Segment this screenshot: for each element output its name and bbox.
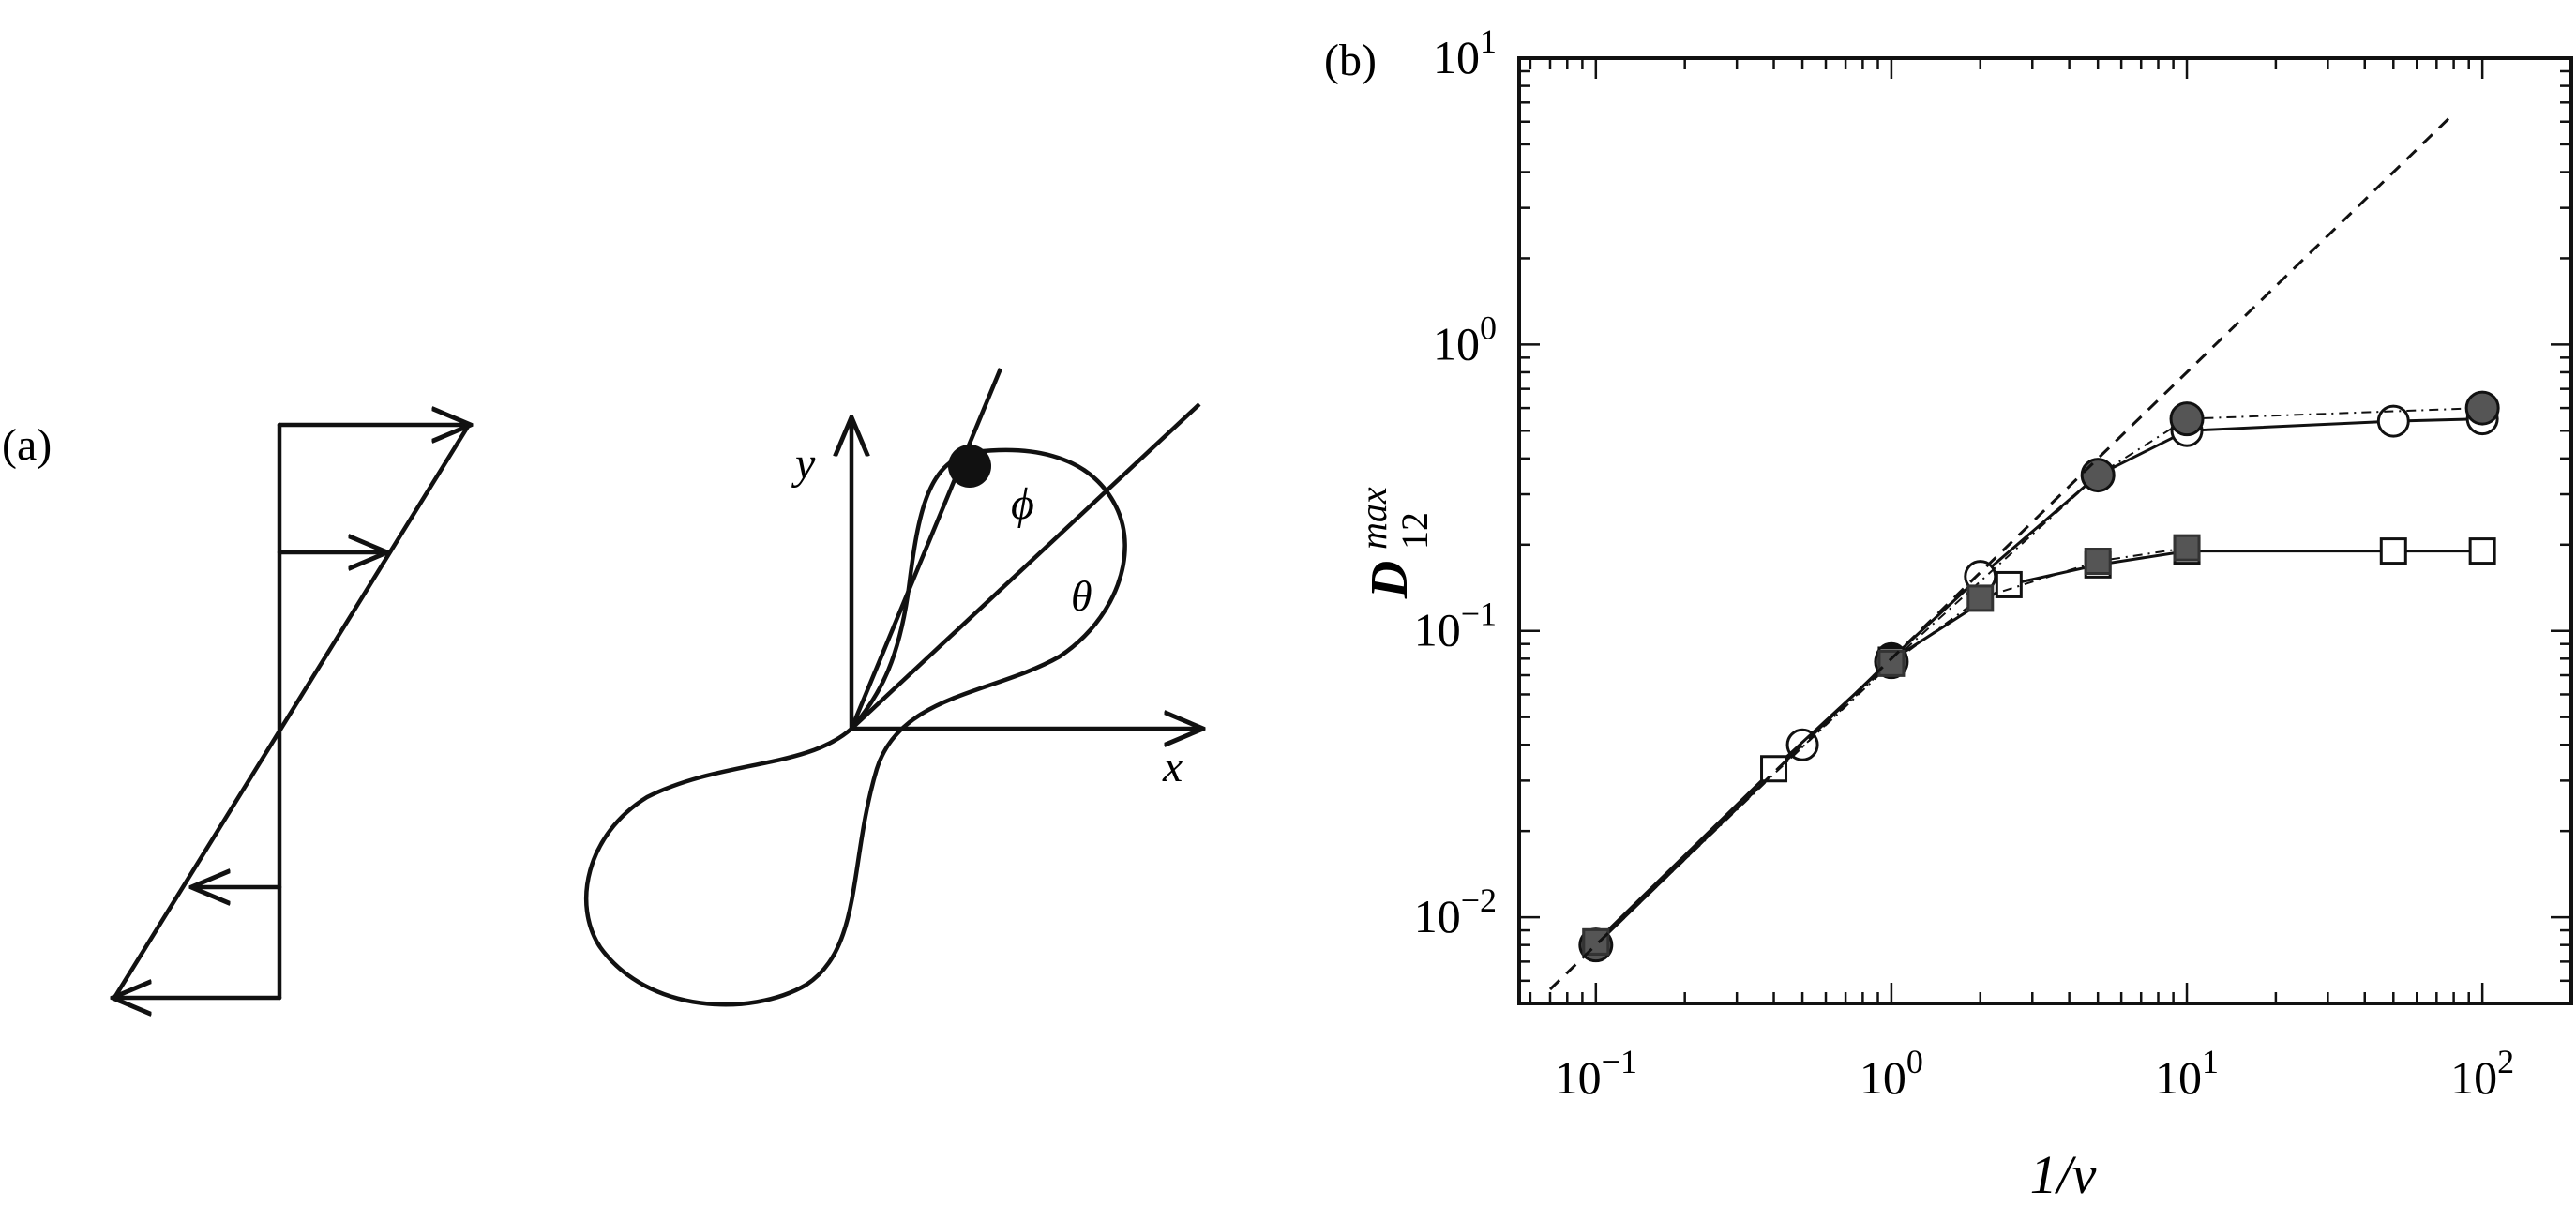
coordinate-axes [851, 419, 1201, 729]
y-axis-label-main: D [1361, 561, 1419, 599]
angle-phi-label: ϕ [1011, 479, 1034, 529]
x-axis-label: 1/ν [2030, 1144, 2097, 1205]
x-tick-base: 10 [1860, 1051, 1906, 1104]
shear-profile [114, 425, 469, 998]
series-line-4 [1548, 113, 2455, 991]
y-axis-label-sup: max [1352, 487, 1394, 550]
y-tick-exponent: −2 [1461, 882, 1497, 919]
x-tick-label: 10−1 [1555, 1043, 1637, 1104]
y-tick-exponent: 1 [1480, 23, 1497, 60]
theta-ray [850, 402, 1201, 731]
y-tick-base: 10 [1414, 604, 1461, 656]
panel-b-label: (b) [1324, 36, 1377, 85]
data-point-square [1877, 649, 1906, 677]
series-line-2 [1594, 550, 2483, 943]
data-point-circle [2169, 401, 2205, 437]
x-tick-base: 10 [2155, 1051, 2202, 1104]
y-tick-label: 100 [1433, 309, 1497, 369]
panel-b: (b) D max 12 1/ν 10−1 100 101 10210−210−110… [1324, 23, 2573, 1205]
y-axis-label: D max 12 [1352, 487, 1436, 599]
y-tick-base: 10 [1433, 317, 1480, 369]
profile-diagonal [112, 422, 472, 1001]
data-point-square [2379, 537, 2407, 565]
data-point-square [1582, 927, 1610, 956]
y-tick-label: 101 [1433, 23, 1497, 83]
x-tick-exponent: 2 [2497, 1043, 2514, 1080]
y-tick-exponent: 0 [1480, 309, 1497, 346]
x-tick-exponent: 1 [2202, 1043, 2219, 1080]
x-tick-label: 100 [1860, 1043, 1923, 1104]
y-axis-label-sub: 12 [1393, 512, 1436, 550]
axis-label-x: x [1162, 742, 1183, 791]
y-tick-base: 10 [1433, 31, 1480, 83]
data-point-square [1760, 755, 1788, 783]
data-point-square [2468, 537, 2496, 565]
plot-frame [1517, 56, 2573, 1005]
data-point-circle [2080, 458, 2116, 493]
data-point-square [2173, 534, 2201, 562]
data-point-square [1995, 570, 2023, 598]
data-point-square [1966, 584, 1995, 612]
axis-label-y: y [791, 439, 816, 489]
phi-ray [849, 368, 1003, 730]
panel-a: (a) y x ϕ θ [2, 368, 1201, 1007]
x-tick-base: 10 [2450, 1051, 2497, 1104]
y-tick-base: 10 [1414, 890, 1461, 942]
tracer-point [948, 445, 991, 488]
angle-theta-label: θ [1071, 572, 1092, 620]
data-point-circle [2376, 404, 2410, 438]
x-tick-label: 102 [2450, 1043, 2514, 1104]
data-point-square [2084, 548, 2112, 576]
body-outline [583, 447, 1127, 1007]
series-line-1 [1595, 407, 2483, 946]
x-tick-label: 101 [2155, 1043, 2219, 1104]
y-tick-label: 10−1 [1414, 595, 1497, 656]
panel-a-label: (a) [2, 420, 52, 470]
data-point-circle [2464, 390, 2500, 426]
x-tick-exponent: 0 [1906, 1043, 1923, 1080]
y-tick-exponent: −1 [1461, 595, 1497, 633]
y-tick-label: 10−2 [1414, 882, 1497, 942]
x-tick-exponent: −1 [1602, 1043, 1637, 1080]
x-tick-base: 10 [1555, 1051, 1602, 1104]
series-line-3 [1595, 547, 2188, 943]
series-line-0 [1594, 417, 2483, 946]
